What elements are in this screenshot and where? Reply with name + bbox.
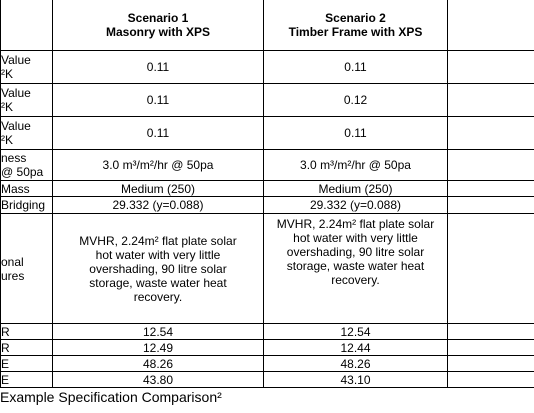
table-cell: 48. (447, 355, 534, 372)
table-cell: 12.54 (52, 323, 264, 340)
table-row: Bridging 29.332 (y=0.088) 29.332 (y=0.088)… (0, 196, 534, 214)
table-cell: Low ( (447, 180, 534, 197)
table-cell: 12. (447, 339, 534, 356)
table-cell: E (0, 355, 53, 372)
table-cell: MVHR, 2.24m² flat plate solar hot water … (263, 213, 448, 324)
table-cell: 12. (447, 323, 534, 340)
spec-table: Scenario 1 Masonry with XPS Scenario 2 Ti… (0, 0, 534, 388)
caption: Example Specification Comparison² (0, 389, 222, 405)
header-cell: Scenario 1 Masonry with XPS (52, 0, 264, 51)
header-row: Scenario 1 Masonry with XPS Scenario 2 Ti… (0, 0, 534, 51)
table-cell: R (0, 339, 53, 356)
table-cell: 43.10 (263, 371, 448, 388)
table-cell: ness @ 50pa (0, 149, 53, 181)
table-cell: 12.49 (52, 339, 264, 356)
table-cell: 48.26 (52, 355, 264, 372)
table-cell: 0.1 (447, 116, 534, 150)
table-cell: 37. (447, 371, 534, 388)
table-cell: R (0, 323, 53, 340)
table-cell: 0.11 (52, 116, 264, 150)
table-cell: 0.11 (263, 50, 448, 84)
table-cell: Bridging (0, 196, 53, 214)
table-cell: Value ²K (0, 83, 53, 117)
table-cell: 29.332 (y=0.088) (263, 196, 448, 214)
table-cell: 1.0 m³/m²/hr @ (447, 149, 534, 181)
table-cell: 0.11 (52, 50, 264, 84)
table-cell: 0.12 (263, 83, 448, 117)
table-row: Value ²K0.110.120.1 (0, 83, 534, 117)
table-cell: E (0, 371, 53, 388)
table-cell: onal ures (0, 213, 53, 324)
table-cell: Value ²K (0, 50, 53, 84)
table-cell: 0.1 (447, 83, 534, 117)
table-cell: 0.1 (447, 50, 534, 84)
table-cell: MVI (447, 213, 534, 324)
table-row: Value ²K0.110.110.1 (0, 116, 534, 150)
table-cell: 12.44 (263, 339, 448, 356)
table-cell: 29.332 (y=0.088) (52, 196, 264, 214)
table-row: onal ures MVHR, 2.24m² flat plate solar h… (0, 213, 534, 324)
table-cell: 48.26 (263, 355, 448, 372)
table-cell: 3.0 m³/m²/hr @ 50pa (263, 149, 448, 181)
table-cell: MVHR, 2.24m² flat plate solar hot water … (52, 213, 264, 324)
table-cell: Mass (0, 180, 53, 197)
table-row: Value ²K0.110.110.1 (0, 50, 534, 84)
table-cell: Medium (250) (263, 180, 448, 197)
table-cell: 43.80 (52, 371, 264, 388)
table-cell: Medium (250) (52, 180, 264, 197)
header-cell (0, 0, 53, 51)
header-cell: Scena SIPs wit urethane i (447, 0, 534, 51)
table-cell: 3.0 m³/m²/hr @ 50pa (52, 149, 264, 181)
table-cell: 12.54 (263, 323, 448, 340)
table-cell: 0.11 (52, 83, 264, 117)
table-row: ness @ 50pa 3.0 m³/m²/hr @ 50pa 3.0 m³/m²/… (0, 149, 534, 181)
table-cell: 17.707 (y (447, 196, 534, 214)
table-cell: 0.11 (263, 116, 448, 150)
table-cell: Value ²K (0, 116, 53, 150)
header-cell: Scenario 2 Timber Frame with XPS (263, 0, 448, 51)
